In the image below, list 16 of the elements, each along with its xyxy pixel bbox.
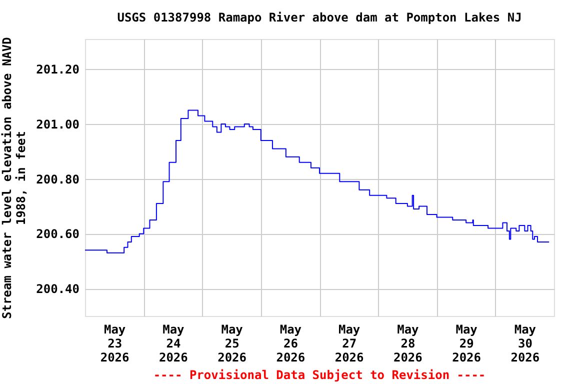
y-tick-label: 201.20 [36, 62, 80, 77]
x-tick-label: May 24 2026 [158, 322, 188, 364]
y-tick-label: 201.00 [36, 118, 80, 132]
y-tick-label: 200.80 [36, 172, 80, 186]
x-tick-label: May 27 2026 [334, 322, 364, 364]
y-tick-label: 200.60 [36, 227, 80, 242]
x-tick-label: May 23 2026 [100, 322, 130, 364]
y-tick-label: 200.40 [36, 282, 80, 296]
text: ---- Provisional Data Subject to Revision ---- [153, 368, 486, 382]
x-tick-label: May 30 2026 [510, 322, 540, 364]
x-tick-label: May 25 2026 [218, 322, 247, 364]
y-axis-title: Stream water level elevation above NAVD 1988, in feet [0, 37, 28, 319]
x-tick-label: May 28 2026 [393, 322, 422, 364]
x-tick-label: May 29 2026 [452, 322, 482, 364]
x-tick-label: May 26 2026 [276, 322, 306, 364]
chart-title: USGS 01387998 Ramapo River above dam at Pompton Lakes NJ [117, 10, 522, 25]
